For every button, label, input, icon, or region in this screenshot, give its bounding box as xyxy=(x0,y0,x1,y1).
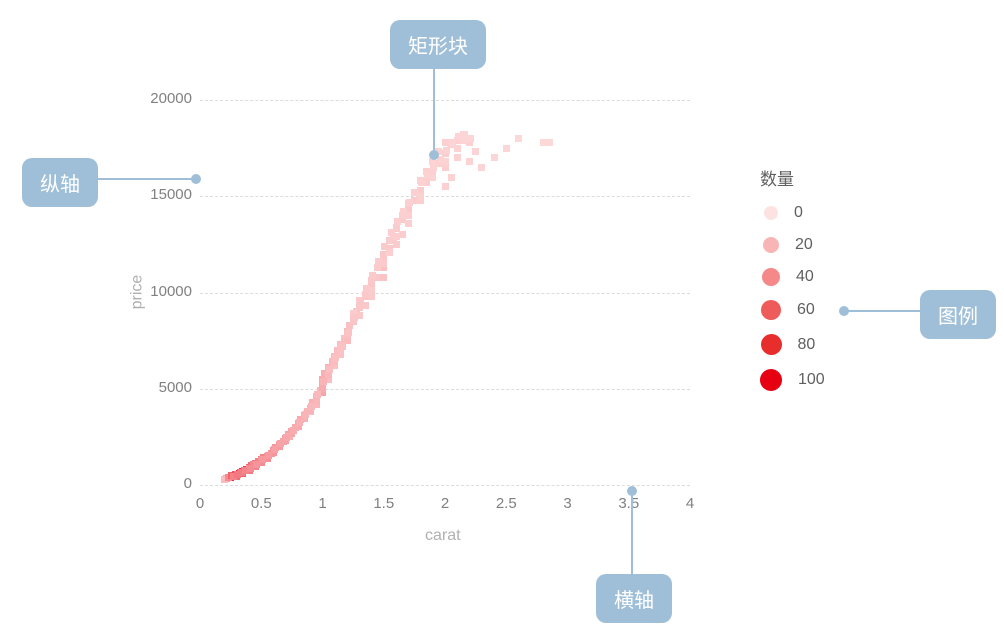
heat-cell xyxy=(424,172,431,179)
grid-line xyxy=(200,293,690,294)
heat-cell xyxy=(393,241,400,248)
heat-cell xyxy=(351,314,358,321)
callout-legend: 图例 xyxy=(920,290,996,339)
heat-cell xyxy=(454,154,461,161)
heat-cell xyxy=(405,220,412,227)
callout-dot xyxy=(627,486,637,496)
heat-cell xyxy=(283,434,290,441)
heat-cell xyxy=(472,148,479,155)
y-tick-label: 0 xyxy=(184,475,192,492)
legend-title: 数量 xyxy=(760,165,825,190)
heat-cell xyxy=(326,366,333,373)
heat-cell xyxy=(442,139,449,146)
legend-item: 40 xyxy=(760,268,825,286)
legend-dot xyxy=(760,369,782,391)
heat-cell xyxy=(399,231,406,238)
legend-item: 80 xyxy=(760,334,825,355)
chart-area: 00.511.522.533.5405000100001500020000car… xyxy=(0,0,1004,636)
heat-cell xyxy=(296,419,303,426)
legend-item: 100 xyxy=(760,369,825,391)
heat-cell xyxy=(308,403,315,410)
heat-cell xyxy=(467,135,474,142)
callout-line xyxy=(848,310,920,312)
heat-cell xyxy=(515,135,522,142)
x-tick-label: 3.5 xyxy=(614,495,644,512)
heat-cell xyxy=(302,411,309,418)
y-tick-label: 15000 xyxy=(150,186,192,203)
callout-dot xyxy=(191,174,201,184)
callout-line xyxy=(433,64,435,150)
legend-value: 80 xyxy=(798,336,816,354)
grid-line xyxy=(200,485,690,486)
heat-cell xyxy=(443,147,450,154)
heat-cell xyxy=(320,378,327,385)
legend-value: 0 xyxy=(794,204,803,222)
heat-cell xyxy=(381,243,388,250)
heat-cell xyxy=(290,427,297,434)
y-axis-label: price xyxy=(128,274,146,309)
x-tick-label: 4 xyxy=(675,495,705,512)
legend-item: 0 xyxy=(760,204,825,222)
heat-cell xyxy=(503,145,510,152)
grid-line xyxy=(200,389,690,390)
x-tick-label: 2 xyxy=(430,495,460,512)
callout-dot xyxy=(429,150,439,160)
x-tick-label: 1.5 xyxy=(369,495,399,512)
x-tick-label: 2.5 xyxy=(491,495,521,512)
heat-cell xyxy=(406,199,413,206)
heat-cell xyxy=(332,354,339,361)
callout-y-axis: 纵轴 xyxy=(22,158,98,207)
callout-line xyxy=(94,178,192,180)
legend-item: 60 xyxy=(760,300,825,320)
chart-container: 00.511.522.533.5405000100001500020000car… xyxy=(0,0,1004,636)
heat-cell xyxy=(466,158,473,165)
legend-value: 40 xyxy=(796,268,814,286)
x-tick-label: 1 xyxy=(308,495,338,512)
legend-dot xyxy=(761,300,781,320)
legend-dot xyxy=(764,206,778,220)
callout-line xyxy=(631,495,633,574)
legend-value: 60 xyxy=(797,301,815,319)
x-tick-label: 0.5 xyxy=(246,495,276,512)
legend-dot xyxy=(763,237,779,253)
grid-line xyxy=(200,196,690,197)
legend-value: 100 xyxy=(798,371,825,389)
heat-cell xyxy=(546,139,553,146)
legend-dot xyxy=(761,334,782,355)
heat-cell xyxy=(400,208,407,215)
callout-rect-block: 矩形块 xyxy=(390,20,486,69)
heat-cell xyxy=(394,218,401,225)
y-tick-label: 5000 xyxy=(159,379,192,396)
heat-cell xyxy=(369,272,376,279)
y-tick-label: 20000 xyxy=(150,90,192,107)
legend-dot xyxy=(762,268,780,286)
heat-cell xyxy=(412,189,419,196)
heat-cell xyxy=(418,179,425,186)
x-tick-label: 0 xyxy=(185,495,215,512)
heat-cell xyxy=(430,164,437,171)
heat-cell xyxy=(314,391,321,398)
heat-cell xyxy=(375,258,382,265)
heat-cell xyxy=(388,229,395,236)
callout-x-axis: 横轴 xyxy=(596,574,672,623)
callout-dot xyxy=(839,306,849,316)
grid-line xyxy=(200,100,690,101)
y-tick-label: 10000 xyxy=(150,283,192,300)
heat-cell xyxy=(448,174,455,181)
heat-cell xyxy=(380,274,387,281)
heat-cell xyxy=(357,299,364,306)
x-tick-label: 3 xyxy=(553,495,583,512)
legend: 数量 0 20 40 60 80 100 xyxy=(760,165,825,405)
x-axis-label: carat xyxy=(425,527,461,545)
legend-item: 20 xyxy=(760,236,825,254)
heat-cell xyxy=(339,343,346,350)
heat-cell xyxy=(478,164,485,171)
heat-cell xyxy=(345,329,352,336)
heat-cell xyxy=(363,285,370,292)
heat-cell xyxy=(491,154,498,161)
legend-value: 20 xyxy=(795,236,813,254)
heat-cell xyxy=(442,183,449,190)
